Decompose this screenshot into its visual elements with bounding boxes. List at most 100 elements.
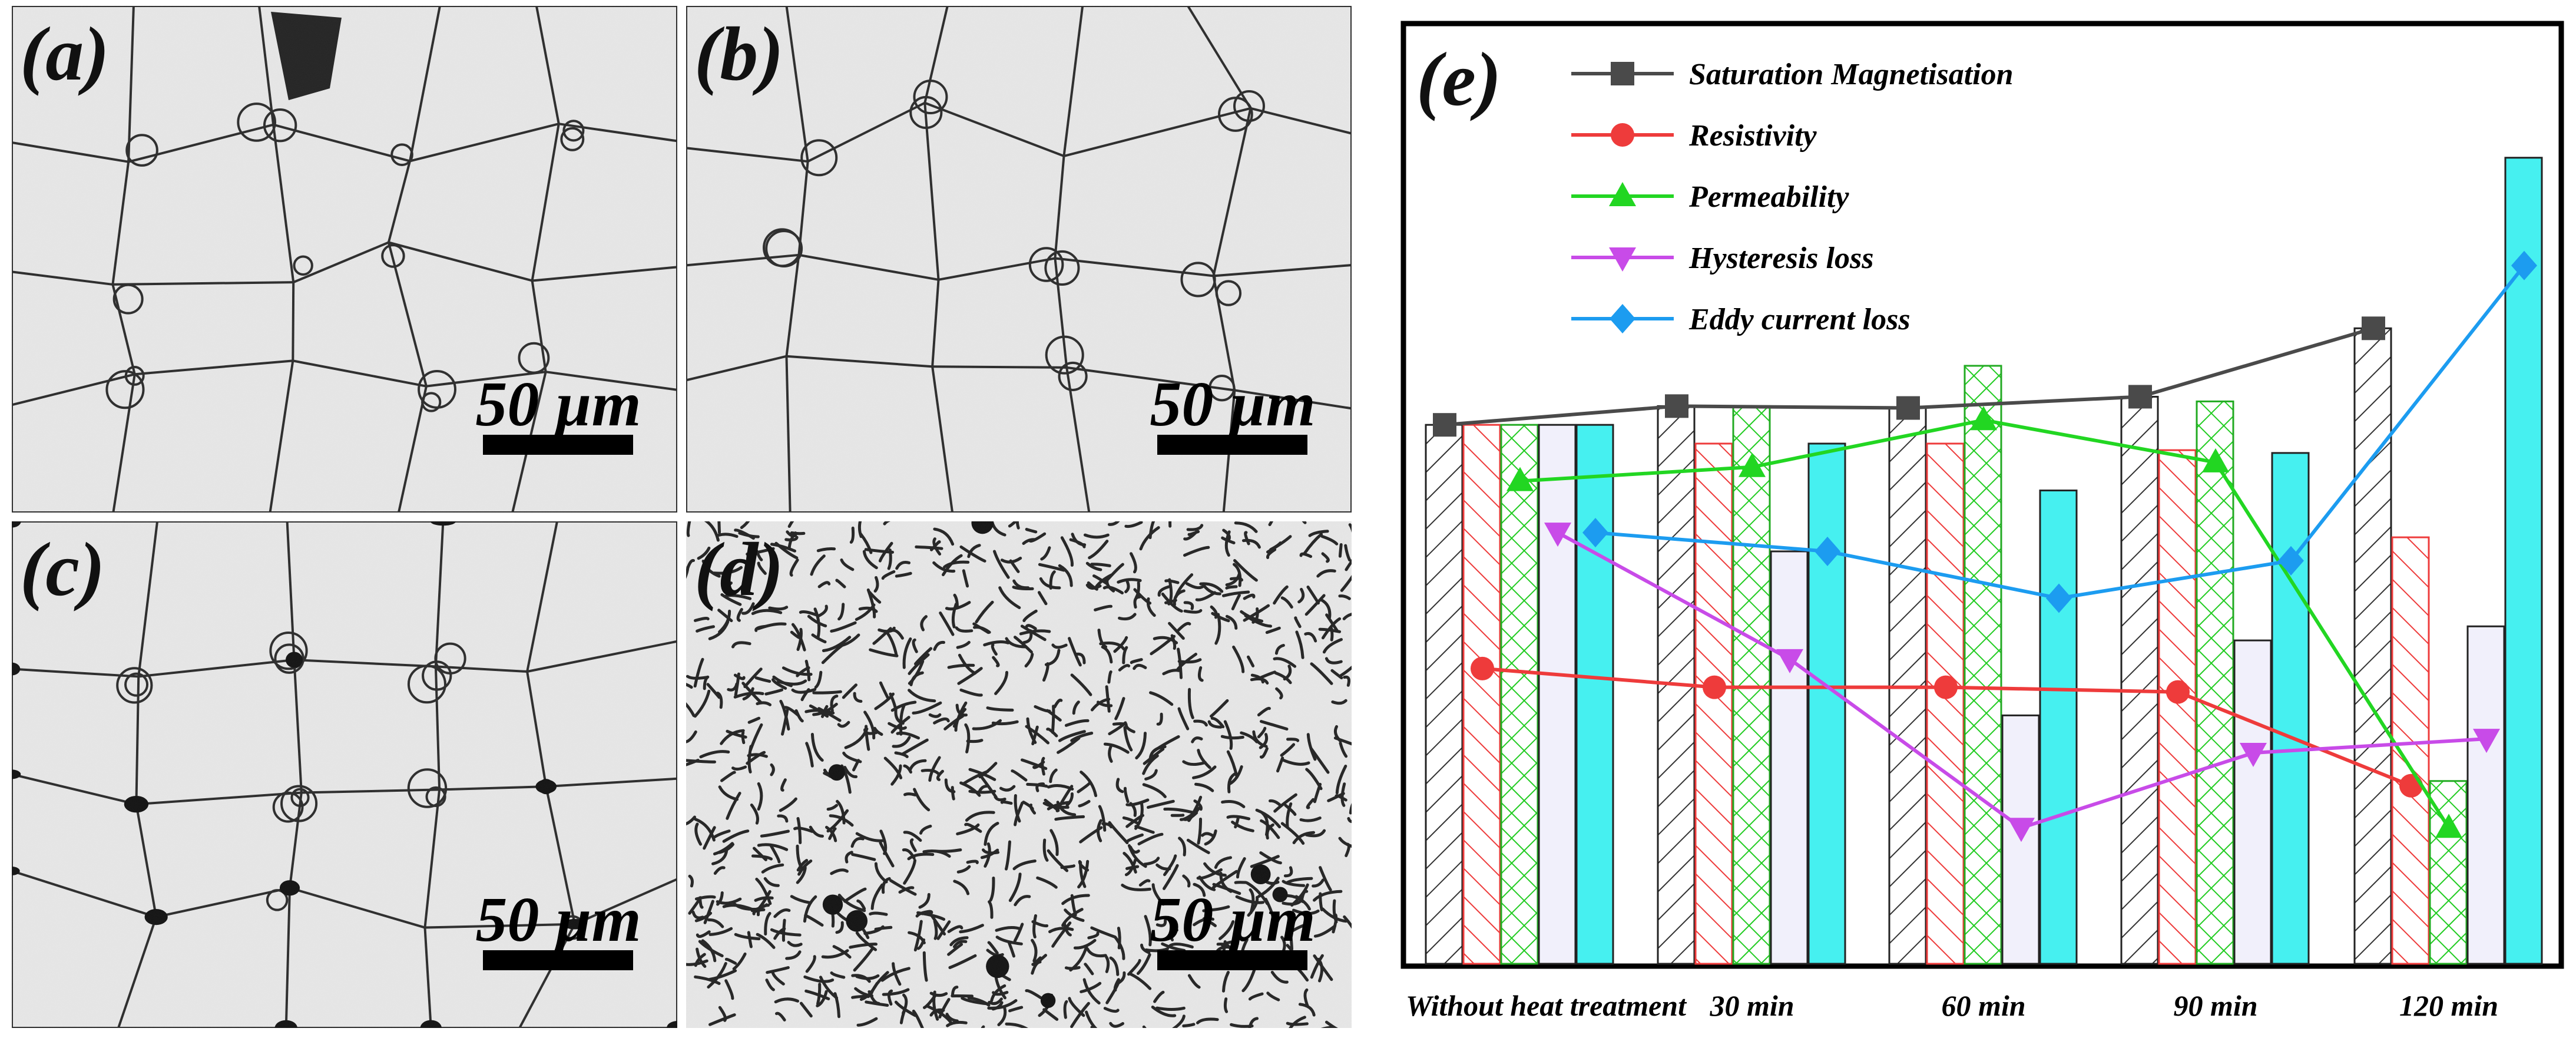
point-eddy-current-loss [2046, 583, 2072, 613]
bar-hysteresis-loss [1538, 424, 1577, 965]
legend-item: Permeability [1571, 180, 1849, 214]
legend-marker [1611, 123, 1634, 147]
scale-bar [1157, 950, 1307, 970]
bar-eddy-current-loss [2504, 157, 2543, 965]
legend-item: Eddy current loss [1571, 303, 1911, 336]
micrograph-noise [686, 6, 1352, 513]
bar-eddy-current-loss [1575, 424, 1614, 965]
legend-marker [1610, 304, 1635, 333]
micrograph-2: (b) 50 µm [686, 6, 1352, 513]
scale-bar [483, 435, 633, 455]
micrograph-1: (a) 50 µm [12, 6, 677, 513]
second-phase-strand [981, 1025, 985, 1028]
point-saturation-magnetisation [1665, 394, 1688, 418]
scale-bar-label: 50 µm [1150, 369, 1315, 439]
x-tick-label: Without heat treatment [1406, 989, 1687, 1022]
micrograph-3: (c) 50 µm [12, 521, 677, 1028]
point-permeability [2435, 814, 2462, 838]
point-eddy-current-loss [2278, 546, 2304, 576]
x-tick-label: 60 min [1941, 989, 2025, 1022]
second-phase-strand [1090, 1026, 1095, 1028]
legend-marker [1609, 247, 1636, 272]
point-saturation-magnetisation [2362, 316, 2385, 341]
legend-label: Eddy current loss [1688, 303, 1911, 336]
legend-label: Hysteresis loss [1688, 242, 1873, 275]
bar-resistivity [1926, 442, 1965, 965]
point-resistivity [2399, 773, 2423, 798]
legend-label: Permeability [1688, 180, 1849, 214]
bar-saturation-magnetisation [2120, 395, 2159, 965]
scale-bar-label: 50 µm [1150, 885, 1315, 955]
point-resistivity [2166, 680, 2190, 704]
point-hysteresis-loss [2473, 729, 2500, 753]
legend-marker [1609, 182, 1636, 206]
bar-permeability [2429, 780, 2468, 965]
second-phase-strand [1320, 1026, 1334, 1028]
point-eddy-current-loss [1582, 518, 1608, 548]
scale-bar-label: 50 µm [475, 885, 641, 955]
legend-label: Resistivity [1688, 119, 1817, 153]
micrograph-noise [12, 521, 677, 1028]
bar-resistivity [1462, 424, 1501, 965]
second-phase-strand [1302, 521, 1307, 524]
bar-eddy-current-loss [1807, 442, 1846, 965]
point-saturation-magnetisation [2128, 385, 2152, 409]
scale-bar [483, 950, 633, 970]
point-permeability [1506, 467, 1534, 491]
x-tick-labels: Without heat treatment 30 min 60 min 90 min… [1406, 989, 2498, 1022]
point-hysteresis-loss [1776, 649, 1803, 673]
micrograph-noise [12, 6, 677, 513]
bar-saturation-magnetisation [2353, 327, 2392, 965]
micrograph-noise [686, 521, 1352, 1028]
legend-item: Resistivity [1571, 119, 1817, 153]
bar-hysteresis-loss [2466, 625, 2505, 965]
bar-permeability [1500, 424, 1539, 965]
x-tick-label: 120 min [2399, 989, 2498, 1022]
legend-item: Hysteresis loss [1571, 242, 1873, 275]
chart-panel: Without heat treatment 30 min 60 min 90 min… [1400, 21, 2564, 1022]
micrograph-label: (d) [694, 527, 784, 612]
bar-eddy-current-loss [2271, 452, 2310, 965]
x-tick-label: 90 min [2173, 989, 2257, 1022]
point-eddy-current-loss [2511, 250, 2537, 280]
bar-permeability [2196, 400, 2234, 965]
bar-resistivity [2158, 449, 2197, 965]
point-hysteresis-loss [2008, 818, 2035, 842]
bar-hysteresis-loss [2233, 639, 2272, 965]
legend-label: Saturation Magnetisation [1689, 58, 2014, 91]
point-hysteresis-loss [2240, 743, 2267, 768]
scale-bar-label: 50 µm [475, 369, 641, 439]
point-hysteresis-loss [1544, 523, 1571, 547]
legend-item: Saturation Magnetisation [1571, 58, 2014, 91]
chart-panel-label: (e) [1416, 37, 1501, 122]
micrograph-label: (c) [20, 527, 105, 612]
point-permeability [1739, 452, 1766, 477]
point-eddy-current-loss [1815, 536, 1840, 566]
legend: Saturation Magnetisation Resistivity Perme… [1571, 58, 2014, 336]
point-resistivity [1934, 675, 1958, 699]
second-phase-strand [1349, 803, 1352, 815]
bar-saturation-magnetisation [1425, 424, 1464, 965]
micrograph-panels: (a) 50 µm (b) 50 µm (c) 50 µm (d) 50 µm [12, 6, 1352, 1028]
scale-bar [1157, 435, 1307, 455]
micrograph-label: (b) [694, 12, 784, 97]
bar-permeability [1732, 405, 1771, 965]
micrograph-4: (d) 50 µm [686, 521, 1352, 1028]
x-tick-label: 30 min [1709, 989, 1794, 1022]
line-group [1433, 250, 2537, 842]
point-permeability [1970, 406, 1997, 431]
second-phase-strand [1142, 1025, 1147, 1028]
point-saturation-magnetisation [1433, 413, 1456, 437]
bar-permeability [1964, 365, 2002, 965]
bar-eddy-current-loss [2039, 490, 2078, 965]
legend-marker [1611, 62, 1634, 85]
bar-hysteresis-loss [1770, 550, 1809, 965]
point-resistivity [1703, 675, 1726, 699]
point-permeability [2202, 448, 2229, 472]
micrograph-label: (a) [20, 12, 110, 97]
point-saturation-magnetisation [1896, 396, 1920, 420]
point-resistivity [1471, 656, 1494, 680]
bar-resistivity [1694, 442, 1733, 965]
